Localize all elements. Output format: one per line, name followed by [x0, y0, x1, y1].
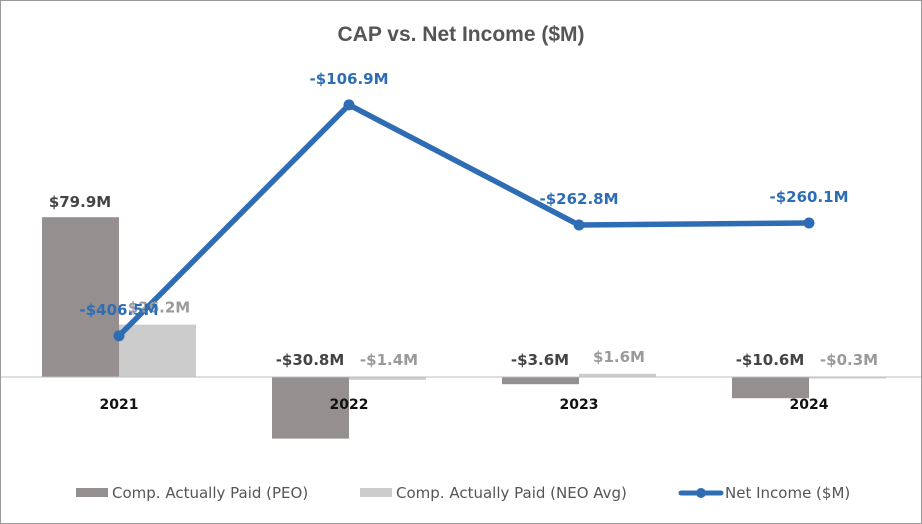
- data-label-peo-2024: -$10.6M: [736, 351, 805, 369]
- data-labels-layer: $79.9M $26.2M-$406.5M -$30.8M -$1.4M -$106.9…: [49, 70, 878, 369]
- data-label-neo-2024: -$0.3M: [820, 351, 878, 369]
- bar-peo-2022: [272, 377, 349, 439]
- data-label-neo-2023: $1.6M: [593, 348, 645, 366]
- legend-label-net-income: Net Income ($M): [725, 484, 850, 502]
- legend-label-peo: Comp. Actually Paid (PEO): [112, 484, 308, 502]
- bar-neo-2021: [119, 324, 196, 377]
- x-tick-label-2024: 2024: [790, 397, 829, 413]
- data-label-peo-2022: -$30.8M: [276, 351, 345, 369]
- bar-peo-2024: [732, 377, 809, 399]
- net-income-point-2021: [113, 330, 125, 342]
- data-label-peo-2023: -$3.6M: [511, 351, 569, 369]
- bar-neo-2023: [579, 373, 656, 377]
- bars-layer: [42, 217, 886, 439]
- chart-title: CAP vs. Net Income ($M): [337, 23, 584, 46]
- data-label-peo-2021: $79.9M: [49, 193, 111, 211]
- data-label-neo-2022: -$1.4M: [360, 351, 418, 369]
- net-income-series-line: [116, 102, 812, 339]
- x-tick-label-2023: 2023: [560, 397, 599, 413]
- legend-swatch-peo: [76, 488, 108, 497]
- net-income-point-2023: [573, 219, 585, 231]
- data-label-net-income-2021: -$406.5M: [79, 301, 158, 319]
- x-tick-label-2021: 2021: [100, 397, 139, 413]
- bar-neo-2022: [349, 377, 426, 380]
- x-tick-label-2022: 2022: [330, 397, 369, 413]
- legend-swatch-net-income-marker: [696, 488, 706, 498]
- data-label-net-income-2022: -$106.9M: [309, 70, 388, 88]
- data-label-net-income-2023: -$262.8M: [539, 190, 618, 208]
- data-label-net-income-2024: -$260.1M: [769, 188, 848, 206]
- legend: Comp. Actually Paid (PEO) Comp. Actually…: [76, 484, 850, 502]
- net-income-point-2024: [803, 217, 815, 229]
- net-income-line-layer: [113, 99, 815, 342]
- data-label-neo-2021: $26.2M: [128, 299, 190, 317]
- x-tick-labels: 2021 2022 2023 2024: [100, 397, 829, 413]
- legend-swatch-neo: [360, 488, 392, 497]
- legend-label-neo: Comp. Actually Paid (NEO Avg): [396, 484, 627, 502]
- bar-peo-2021: [42, 217, 119, 377]
- net-income-point-2022: [343, 99, 355, 111]
- bar-peo-2023: [502, 377, 579, 385]
- bar-neo-2024: [809, 377, 886, 379]
